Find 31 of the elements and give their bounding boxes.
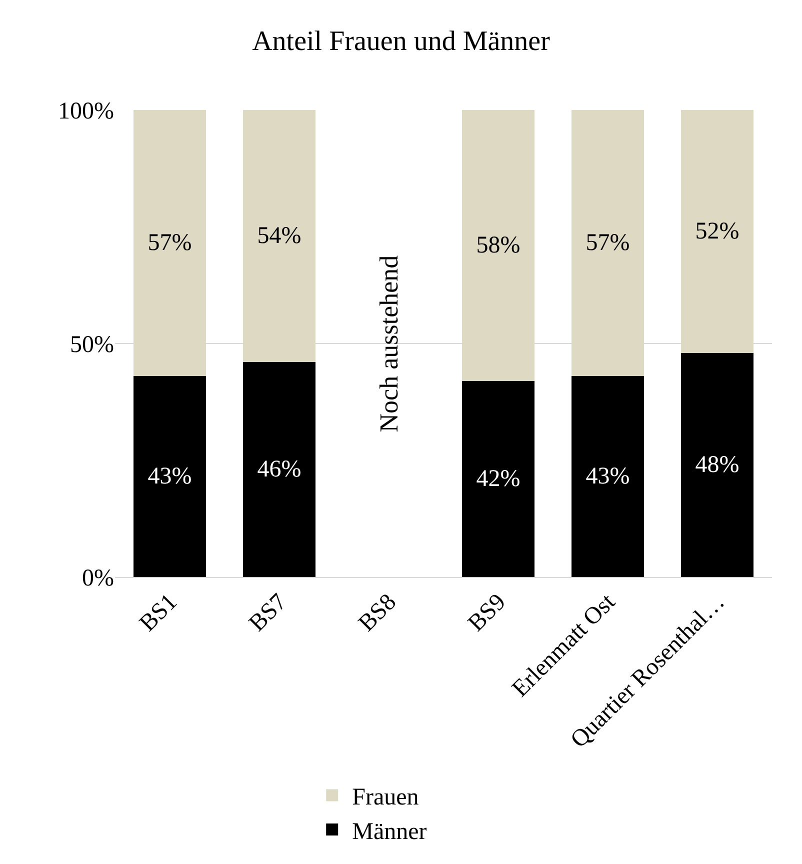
bar: [462, 380, 534, 577]
x-tick-label: BS1: [134, 589, 182, 637]
data-label: 46%: [257, 456, 302, 483]
y-tick-label: 50%: [70, 332, 114, 358]
bar: [243, 362, 316, 577]
data-label: 48%: [695, 452, 740, 478]
bar: [243, 110, 316, 362]
data-label: 58%: [476, 232, 520, 258]
bar: [681, 352, 754, 577]
bar: [681, 110, 754, 353]
bar: [462, 110, 534, 381]
legend-label: Männer: [352, 818, 427, 845]
y-tick-label: 0%: [82, 565, 114, 592]
data-label: 42%: [476, 466, 520, 492]
x-tick-label: BS8: [354, 589, 402, 637]
data-label: 57%: [586, 230, 630, 256]
chart-title: Anteil Frauen und Männer: [252, 26, 551, 57]
annotation: Noch ausstehend: [374, 255, 404, 432]
data-label: 52%: [695, 218, 740, 244]
x-tick-label: BS9: [463, 589, 511, 637]
bar: [572, 376, 644, 577]
y-tick-label: 100%: [58, 98, 114, 124]
bar: [572, 110, 644, 376]
bar: [134, 110, 206, 376]
legend-label: Frauen: [352, 784, 419, 811]
data-label: 54%: [257, 223, 302, 250]
bar: [134, 376, 206, 577]
data-label: 43%: [148, 464, 192, 490]
x-tick-label: BS7: [244, 589, 292, 637]
data-label: 43%: [586, 464, 630, 490]
data-label: 57%: [148, 230, 192, 256]
